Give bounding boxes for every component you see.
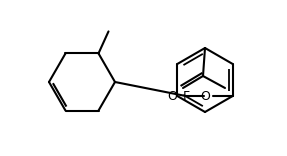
Text: O: O xyxy=(200,90,210,102)
Text: O: O xyxy=(167,90,177,103)
Text: F: F xyxy=(182,90,189,102)
